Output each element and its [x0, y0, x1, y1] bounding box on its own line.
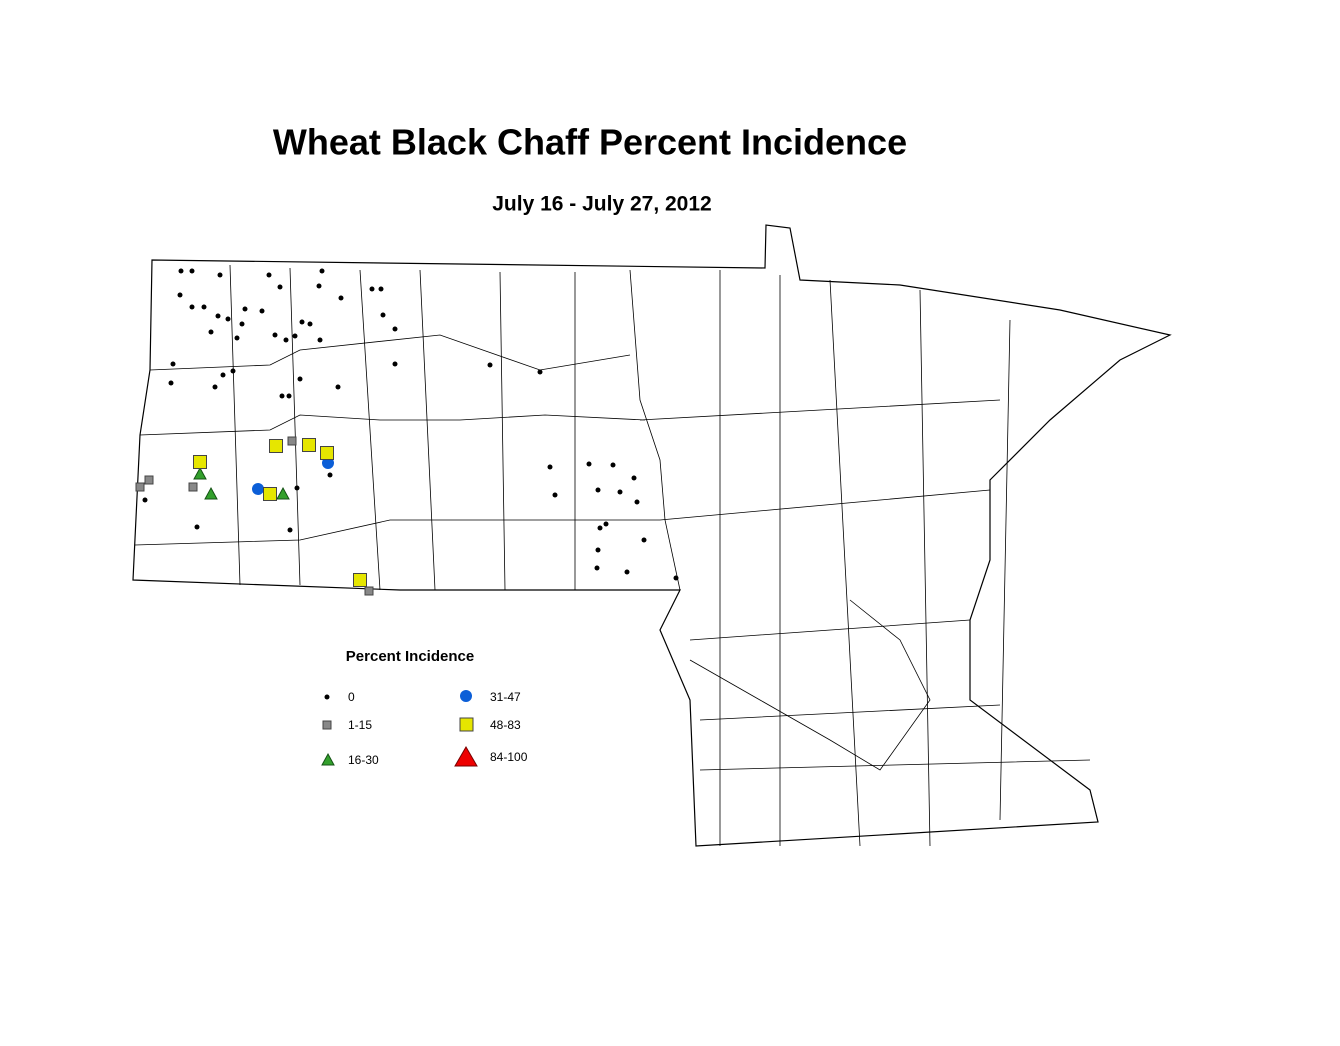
- site-marker: [294, 485, 300, 491]
- legend-label: 31-47: [490, 690, 521, 704]
- legend-label: 48-83: [490, 718, 521, 732]
- site-marker: [287, 436, 297, 446]
- site-marker: [487, 362, 493, 368]
- site-marker: [142, 497, 148, 503]
- site-marker: [188, 482, 198, 492]
- site-marker: [392, 326, 398, 332]
- legend-symbol: [460, 690, 472, 702]
- site-marker: [177, 292, 183, 298]
- site-marker: [338, 295, 344, 301]
- site-markers: [135, 268, 679, 596]
- legend-label: 0: [348, 690, 355, 704]
- site-marker: [220, 372, 226, 378]
- site-marker: [552, 492, 558, 498]
- site-marker: [292, 333, 298, 339]
- site-marker: [297, 376, 303, 382]
- legend-label: 84-100: [490, 750, 528, 764]
- site-marker: [212, 384, 218, 390]
- site-marker: [189, 268, 195, 274]
- site-marker: [208, 329, 214, 335]
- site-marker: [189, 304, 195, 310]
- site-marker: [353, 573, 367, 587]
- site-marker: [170, 361, 176, 367]
- site-marker: [178, 268, 184, 274]
- legend-label: 1-15: [348, 718, 372, 732]
- site-marker: [597, 525, 603, 531]
- site-marker: [215, 313, 221, 319]
- site-marker: [252, 483, 264, 495]
- site-marker: [595, 547, 601, 553]
- site-marker: [327, 472, 333, 478]
- legend-title: Percent Incidence: [346, 648, 474, 665]
- site-marker: [193, 466, 207, 480]
- site-marker: [299, 319, 305, 325]
- site-marker: [307, 321, 313, 327]
- site-marker: [320, 446, 334, 460]
- site-marker: [239, 321, 245, 327]
- map-title: Wheat Black Chaff Percent Incidence: [273, 122, 907, 163]
- site-marker: [204, 486, 218, 500]
- site-marker: [603, 521, 609, 527]
- site-marker: [269, 439, 283, 453]
- site-marker: [259, 308, 265, 314]
- site-marker: [392, 361, 398, 367]
- site-marker: [317, 337, 323, 343]
- site-marker: [319, 268, 325, 274]
- site-marker: [673, 575, 679, 581]
- site-marker: [335, 384, 341, 390]
- site-marker: [168, 380, 174, 386]
- site-marker: [225, 316, 231, 322]
- site-marker: [283, 337, 289, 343]
- site-marker: [217, 272, 223, 278]
- site-marker: [266, 272, 272, 278]
- site-marker: [302, 438, 316, 452]
- site-marker: [547, 464, 553, 470]
- site-marker: [617, 489, 623, 495]
- map-subtitle: July 16 - July 27, 2012: [492, 193, 711, 216]
- site-marker: [595, 487, 601, 493]
- legend-symbol: [454, 746, 478, 767]
- site-marker: [272, 332, 278, 338]
- site-marker: [263, 487, 277, 501]
- site-marker: [242, 306, 248, 312]
- site-marker: [234, 335, 240, 341]
- site-marker: [230, 368, 236, 374]
- site-marker: [634, 499, 640, 505]
- site-marker: [194, 524, 200, 530]
- site-marker: [537, 369, 543, 375]
- site-marker: [364, 586, 374, 596]
- legend-symbol: [321, 752, 335, 766]
- site-marker: [624, 569, 630, 575]
- site-marker: [135, 482, 145, 492]
- legend: 0 1-15 16-30 31-47 48-83 84-100: [321, 690, 528, 767]
- site-marker: [641, 537, 647, 543]
- site-marker: [276, 486, 290, 500]
- site-marker: [594, 565, 600, 571]
- site-marker: [193, 455, 207, 469]
- legend-symbol: [322, 720, 332, 730]
- legend-label: 16-30: [348, 753, 379, 767]
- legend-symbol: [324, 694, 330, 700]
- site-marker: [286, 393, 292, 399]
- site-marker: [287, 527, 293, 533]
- site-marker: [610, 462, 616, 468]
- site-marker: [279, 393, 285, 399]
- legend-symbol: [459, 717, 474, 732]
- site-marker: [586, 461, 592, 467]
- site-marker: [144, 475, 154, 485]
- site-marker: [631, 475, 637, 481]
- site-marker: [316, 283, 322, 289]
- site-marker: [369, 286, 375, 292]
- site-marker: [277, 284, 283, 290]
- site-marker: [201, 304, 207, 310]
- state-outlines: [132, 224, 1172, 847]
- site-marker: [380, 312, 386, 318]
- site-marker: [378, 286, 384, 292]
